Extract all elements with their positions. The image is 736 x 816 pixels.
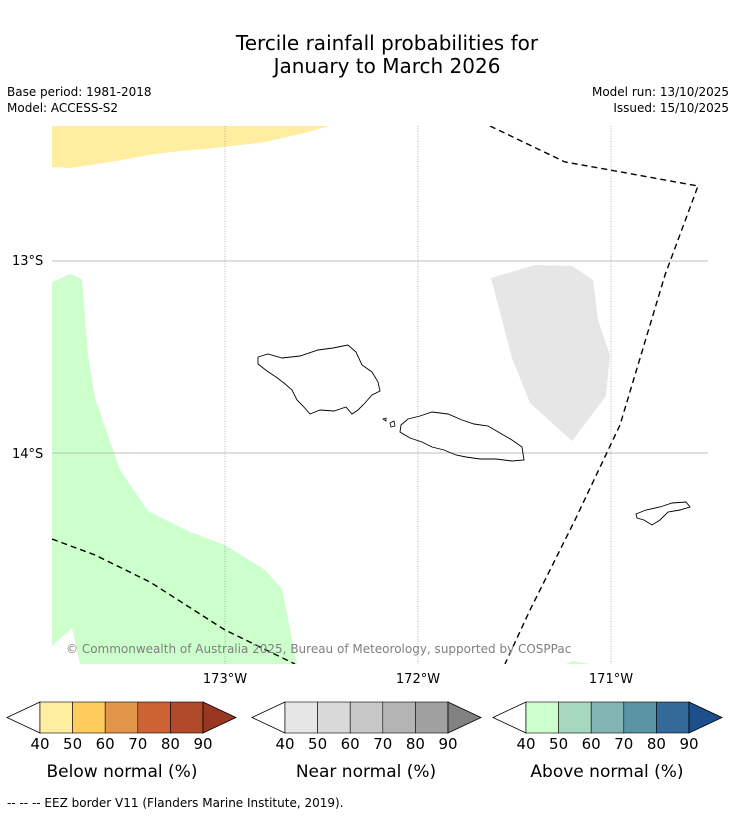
above-normal-swatch-40 [525,701,559,734]
near-normal-tick-50: 50 [308,735,328,753]
near-normal-swatch-40 [284,701,318,734]
savaii-island [257,344,381,415]
above-normal-tick-50: 50 [549,735,569,753]
apolima-island [382,417,387,422]
lon-label-171w: 171°W [589,672,633,687]
lat-label-14s: 14°S [12,447,43,462]
near-normal-over-extension [447,701,482,734]
above-normal-tick-80: 80 [646,735,666,753]
near-normal-swatch-50 [317,701,351,734]
above-normal-label: Above normal (%) [530,762,684,782]
title-line-2: January to March 2026 [273,54,501,78]
lat-label-13s: 13°S [12,254,43,269]
below-normal-colorbar [6,701,237,734]
below-normal-label: Below normal (%) [46,762,198,782]
above-normal-swatch-80 [656,701,690,734]
parallels [52,260,708,454]
below-normal-swatch-80 [170,701,204,734]
run-info: Model run: 13/10/2025 Issued: 15/10/2025 [592,84,729,116]
title-line-1: Tercile rainfall probabilities for [235,31,539,55]
above-normal-region-small [566,661,590,664]
eez-border [52,126,699,664]
above-normal-swatch-50 [558,701,592,734]
near-normal-tick-60: 60 [340,735,360,753]
graticule [224,126,612,664]
model-info: Base period: 1981-2018 Model: ACCESS-S2 [7,84,152,116]
above-normal-over-extension [688,701,723,734]
near-normal-tick-70: 70 [373,735,393,753]
eez-border-southwest [52,538,296,664]
upolu-island [399,411,525,462]
near-normal-swatch-70 [382,701,416,734]
below-normal-tick-50: 50 [63,735,83,753]
lon-label-172w: 172°W [396,672,440,687]
above-normal-swatch-60 [590,701,625,734]
eez-footnote: -- -- -- EEZ border V11 (Flanders Marine… [7,796,344,810]
below-normal-tick-70: 70 [128,735,148,753]
near-normal-colorbar [251,701,482,734]
below-normal-tick-80: 80 [160,735,180,753]
near-normal-tick-80: 80 [405,735,425,753]
below-normal-tick-90: 90 [193,735,213,753]
near-normal-region [491,265,610,441]
near-normal-under-extension [251,701,286,734]
model-name: Model: ACCESS-S2 [7,101,119,115]
base-period: Base period: 1981-2018 [7,85,152,99]
below-normal-swatch-40 [39,701,73,734]
copyright-text: © Commonwealth of Australia 2025, Bureau… [66,642,571,656]
eez-border-east [489,126,699,664]
above-normal-swatch-70 [623,701,657,734]
tutuila-island [635,501,691,526]
near-normal-swatch-80 [415,701,449,734]
above-normal-under-extension [492,701,527,734]
map-title: Tercile rainfall probabilities for Janua… [0,32,736,78]
below-normal-tick-40: 40 [30,735,50,753]
map-panel: © Commonwealth of Australia 2025, Bureau… [12,126,708,687]
near-normal-tick-90: 90 [438,735,458,753]
above-normal-colorbar [492,701,723,734]
below-normal-over-extension [202,701,237,734]
near-normal-tick-40: 40 [275,735,295,753]
lon-label-173w: 173°W [203,672,247,687]
below-normal-region [52,126,330,168]
above-normal-tick-70: 70 [614,735,634,753]
below-normal-swatch-70 [137,701,171,734]
near-normal-label: Near normal (%) [295,762,437,782]
map-area [52,126,708,664]
model-run-date: Model run: 13/10/2025 [591,85,729,99]
below-normal-swatch-60 [104,701,139,734]
below-normal-tick-60: 60 [95,735,115,753]
above-normal-tick-40: 40 [516,735,536,753]
colorbars [6,701,723,734]
below-normal-swatch-50 [72,701,106,734]
above-normal-region [52,274,297,664]
above-normal-tick-90: 90 [679,735,699,753]
manono-island [389,420,396,428]
above-normal-tick-60: 60 [581,735,601,753]
issued-date: Issued: 15/10/2025 [613,101,729,115]
below-normal-under-extension [6,701,41,734]
near-normal-swatch-60 [349,701,384,734]
